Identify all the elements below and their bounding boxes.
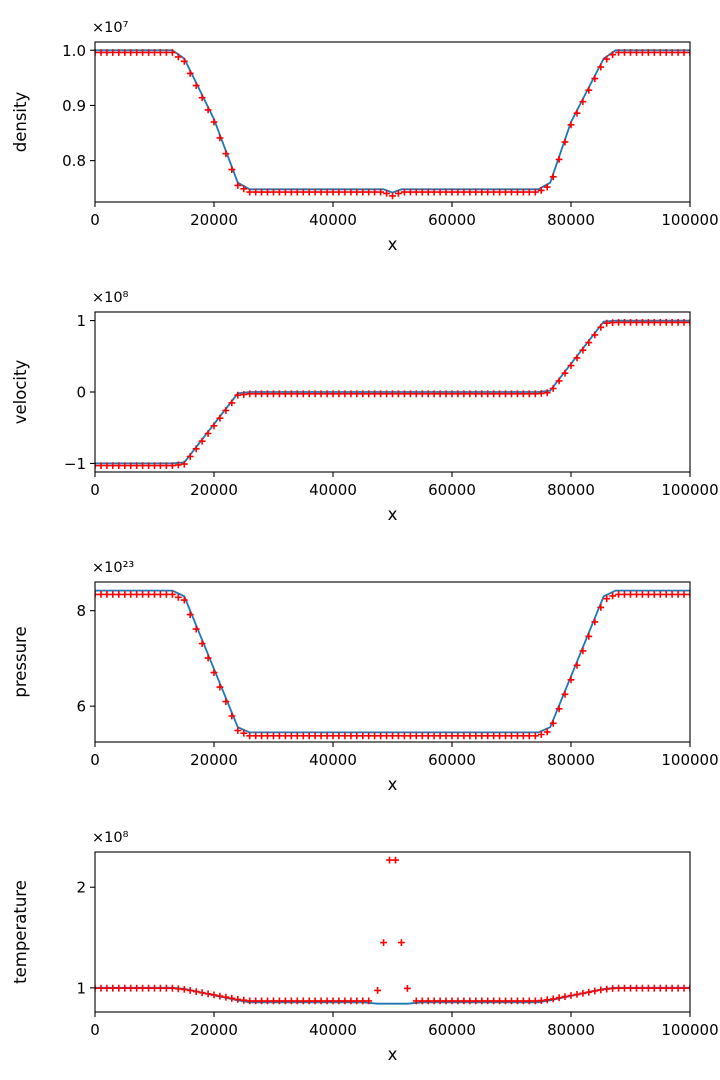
- x-tick-label: 20000: [190, 211, 238, 229]
- y-tick-label: 0: [76, 384, 86, 402]
- temperature-markers: [95, 856, 690, 1005]
- x-tick-label: 100000: [661, 1021, 718, 1039]
- x-tick-label: 40000: [309, 481, 357, 499]
- velocity-markers: [95, 319, 690, 469]
- x-axis-label: x: [388, 505, 398, 524]
- y-tick-label: 1: [76, 979, 86, 997]
- x-tick-label: 60000: [428, 751, 476, 769]
- y-tick-label: 0.9: [62, 97, 86, 115]
- y-tick-label: 8: [76, 602, 86, 620]
- x-tick-label: 60000: [428, 211, 476, 229]
- axes-frame: [94, 41, 691, 203]
- y-axis: 12: [76, 879, 95, 997]
- x-axis: 0 20000 40000 60000 80000 100000: [90, 1012, 719, 1039]
- y-axis: 68: [76, 602, 95, 716]
- pressure-markers: [95, 591, 690, 740]
- x-tick-label: 60000: [428, 481, 476, 499]
- y-axis: −1 0 1: [64, 312, 95, 473]
- plot-area: [95, 589, 690, 740]
- x-tick-label: 0: [90, 481, 100, 499]
- plot-area: [95, 856, 690, 1005]
- x-axis-label: x: [388, 775, 398, 794]
- y-scale-offset-label: ×10⁸: [92, 830, 129, 846]
- temperature-plot: 0 20000 40000 60000 80000 10000012xtemperatur…: [11, 830, 719, 1064]
- x-tick-label: 0: [90, 1021, 100, 1039]
- x-tick-label: 80000: [547, 211, 595, 229]
- x-tick-label: 20000: [190, 751, 238, 769]
- x-tick-label: 100000: [661, 211, 718, 229]
- y-tick-label: 2: [76, 879, 86, 897]
- y-scale-offset-label: ×10⁸: [92, 290, 129, 306]
- pressure-line: [95, 589, 690, 734]
- x-tick-label: 0: [90, 751, 100, 769]
- axes-frame: [94, 851, 691, 1013]
- y-axis-label: pressure: [11, 626, 30, 697]
- x-tick-label: 20000: [190, 1021, 238, 1039]
- x-tick-label: 100000: [661, 481, 718, 499]
- x-tick-label: 80000: [547, 751, 595, 769]
- x-tick-label: 40000: [309, 751, 357, 769]
- x-axis-label: x: [388, 1045, 398, 1064]
- x-tick-label: 20000: [190, 481, 238, 499]
- y-axis-label: velocity: [11, 360, 30, 425]
- density-plot: 0 20000 40000 60000 80000 100000 0.8 0.9 1.0 x den…: [11, 20, 719, 254]
- x-tick-label: 80000: [547, 1021, 595, 1039]
- y-tick-label: 1: [76, 312, 86, 330]
- x-tick-label: 0: [90, 211, 100, 229]
- x-tick-label: 40000: [309, 211, 357, 229]
- y-scale-offset-label: ×10²³: [92, 560, 134, 576]
- x-tick-label: 80000: [547, 481, 595, 499]
- axes-frame: [94, 581, 691, 743]
- x-axis: 0 20000 40000 60000 80000 100000: [90, 202, 719, 229]
- velocity-plot: 0 20000 40000 60000 80000 100000−101xvelocity…: [11, 290, 719, 524]
- x-tick-label: 100000: [661, 751, 718, 769]
- y-scale-offset-label: ×10⁷: [92, 20, 129, 36]
- density-line: [95, 49, 690, 194]
- x-axis: 0 20000 40000 60000 80000 100000: [90, 472, 719, 499]
- y-tick-label: 0.8: [62, 152, 86, 170]
- plot-area: [95, 49, 690, 200]
- plot-area: [95, 319, 690, 469]
- y-axis-label: density: [11, 92, 30, 153]
- x-tick-label: 40000: [309, 1021, 357, 1039]
- y-axis: 0.8 0.9 1.0: [62, 42, 95, 170]
- x-tick-label: 60000: [428, 1021, 476, 1039]
- density-markers: [95, 49, 690, 200]
- y-tick-label: 6: [76, 698, 86, 716]
- y-tick-label: 1.0: [62, 42, 86, 60]
- x-axis-label: x: [388, 235, 398, 254]
- x-axis: 0 20000 40000 60000 80000 100000: [90, 742, 719, 769]
- y-tick-label: −1: [64, 455, 86, 473]
- y-axis-label: temperature: [11, 880, 30, 984]
- pressure-plot: 0 20000 40000 60000 80000 10000068xpressure×1…: [11, 560, 719, 794]
